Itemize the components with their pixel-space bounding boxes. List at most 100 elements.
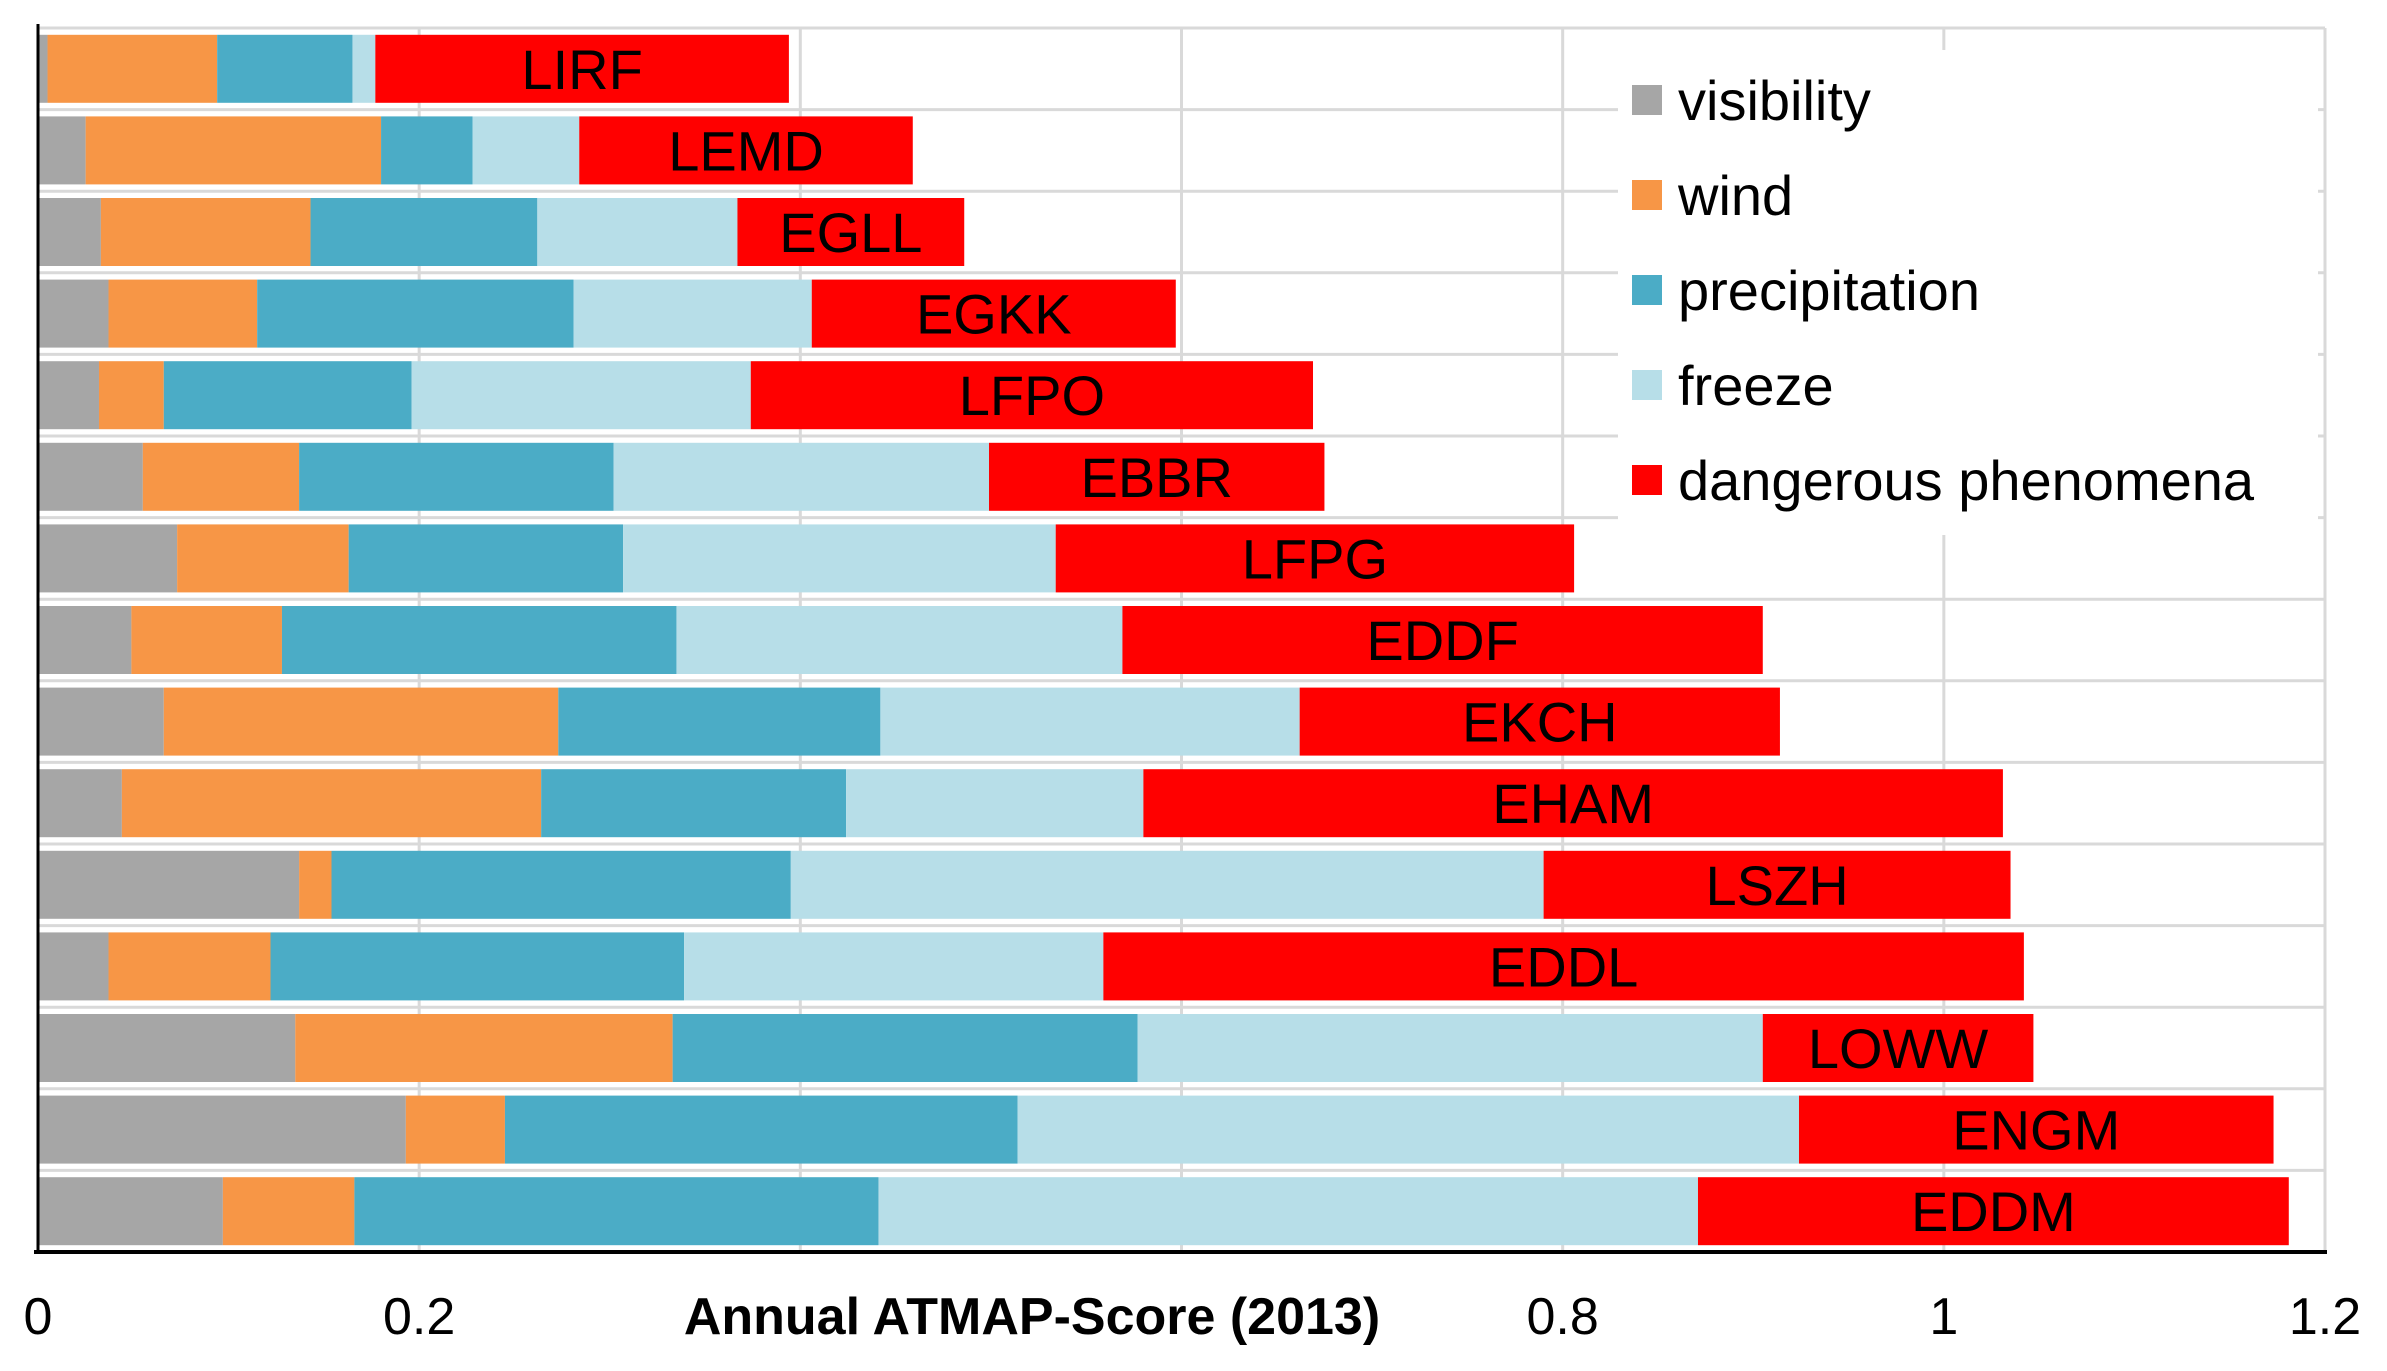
legend-label-freeze: freeze <box>1678 354 1834 417</box>
bar-segment-egkk-wind <box>108 279 258 348</box>
bar-label-ebbr: EBBR <box>1080 446 1233 509</box>
bar-segment-egll-freeze <box>537 198 738 266</box>
bar-segment-loww-visibility <box>38 1014 296 1082</box>
bar-segment-lfpo-visibility <box>38 361 99 430</box>
bar-segment-egll-wind <box>100 198 311 266</box>
bar-segment-lirf-wind <box>47 34 218 103</box>
bar-label-eddf: EDDF <box>1366 609 1518 672</box>
legend: visibility wind precipitation freeze dangero… <box>1618 50 2318 535</box>
bar-segment-egkk-freeze <box>573 279 812 348</box>
bar-segment-eddm-visibility <box>38 1177 223 1246</box>
bar-segment-lemd-dangerous-phenomena <box>579 116 913 185</box>
bar-segment-engm-precipitation <box>504 1095 1018 1164</box>
bar-segment-ekch-precipitation <box>558 687 881 756</box>
bar-label-ekch: EKCH <box>1462 691 1618 754</box>
bar-segment-eham-visibility <box>38 769 122 838</box>
x-tick-label: 0 <box>24 1288 53 1346</box>
legend-label-wind: wind <box>1677 164 1793 227</box>
bar-segment-egkk-visibility <box>38 279 109 348</box>
bar-segment-loww-wind <box>295 1014 673 1082</box>
bar-segment-egkk-dangerous-phenomena <box>811 279 1176 348</box>
bar-segment-ebbr-freeze <box>613 442 990 511</box>
bar-label-eddm: EDDM <box>1911 1180 2076 1243</box>
bar-segment-lirf-precipitation <box>217 34 353 103</box>
bar-segment-engm-wind <box>405 1095 505 1164</box>
x-tick-label: 1 <box>1929 1288 1958 1346</box>
legend-swatch-visibility <box>1632 85 1662 115</box>
bar-segment-eddl-precipitation <box>270 932 685 1001</box>
bar-label-lszh: LSZH <box>1705 854 1848 917</box>
bar-label-egll: EGLL <box>779 201 922 264</box>
bar-segment-egkk-precipitation <box>257 279 574 348</box>
legend-swatch-wind <box>1632 180 1662 210</box>
bar-segment-lemd-freeze <box>472 116 580 185</box>
bar-label-lfpo: LFPO <box>959 364 1105 427</box>
bar-segment-ebbr-visibility <box>38 442 143 511</box>
bar-segment-lemd-precipitation <box>381 116 473 185</box>
legend-swatch-dangerous-phenomena <box>1632 465 1662 495</box>
legend-swatch-freeze <box>1632 370 1662 400</box>
bar-segment-eham-dangerous-phenomena <box>1143 769 2003 838</box>
bar-label-eham: EHAM <box>1492 772 1654 835</box>
bar-segment-lirf-dangerous-phenomena <box>375 34 789 103</box>
bar-segment-lszh-freeze <box>790 850 1544 919</box>
bar-segment-eddf-freeze <box>676 606 1123 674</box>
bar-segment-lszh-visibility <box>38 850 300 919</box>
bar-segment-egll-precipitation <box>310 198 538 266</box>
x-tick-label: 0.2 <box>383 1288 455 1346</box>
bar-segment-ekch-visibility <box>38 687 164 756</box>
legend-label-visibility: visibility <box>1678 69 1871 132</box>
bar-segment-ebbr-wind <box>142 442 300 511</box>
bar-segment-ebbr-precipitation <box>299 442 614 511</box>
bar-segment-loww-precipitation <box>672 1014 1138 1082</box>
bar-segment-eddf-dangerous-phenomena <box>1122 606 1763 674</box>
bar-segment-lszh-wind <box>299 850 332 919</box>
bar-segments <box>38 34 2289 1246</box>
bar-segment-eddl-wind <box>108 932 271 1001</box>
bar-segment-engm-freeze <box>1017 1095 1799 1164</box>
bar-segment-eddm-dangerous-phenomena <box>1697 1177 2289 1246</box>
bar-segment-lfpo-wind <box>98 361 164 430</box>
bar-label-lemd: LEMD <box>668 119 824 182</box>
bar-segment-eddf-precipitation <box>281 606 677 674</box>
bar-segment-lemd-visibility <box>38 116 86 185</box>
bar-segment-eddf-wind <box>131 606 282 674</box>
bar-segment-lirf-visibility <box>38 34 48 103</box>
bar-segment-lfpg-wind <box>177 524 349 593</box>
bar-segment-ekch-dangerous-phenomena <box>1299 687 1780 756</box>
bar-segment-lfpo-precipitation <box>163 361 412 430</box>
x-axis: 0 0.2 0.8 1 1.2 <box>24 24 2361 1346</box>
legend-background <box>1618 50 2318 535</box>
bar-segment-eddl-dangerous-phenomena <box>1103 932 2024 1001</box>
bar-segment-eddm-precipitation <box>354 1177 879 1246</box>
bar-segment-egll-visibility <box>38 198 101 266</box>
bar-segment-ekch-wind <box>163 687 559 756</box>
bar-segment-lfpg-freeze <box>623 524 1056 593</box>
x-tick-label: 0.8 <box>1527 1288 1599 1346</box>
x-axis-title: Annual ATMAP-Score (2013) <box>684 1288 1380 1346</box>
bar-segment-eddm-wind <box>222 1177 355 1246</box>
bar-segment-eham-wind <box>121 769 542 838</box>
bar-label-eddl: EDDL <box>1489 935 1638 998</box>
bar-segment-engm-visibility <box>38 1095 406 1164</box>
bar-label-lirf: LIRF <box>521 38 642 101</box>
bar-segment-lemd-wind <box>85 116 382 185</box>
bar-label-engm: ENGM <box>1952 1099 2120 1162</box>
bar-segment-lfpg-visibility <box>38 524 178 593</box>
bar-label-egkk: EGKK <box>916 283 1072 346</box>
bar-segment-lfpg-dangerous-phenomena <box>1055 524 1575 593</box>
x-tick-label: 1.2 <box>2289 1288 2361 1346</box>
bar-segment-ekch-freeze <box>880 687 1300 756</box>
bar-label-loww: LOWW <box>1808 1017 1989 1080</box>
bar-segment-loww-dangerous-phenomena <box>1762 1014 2034 1082</box>
legend-label-precipitation: precipitation <box>1678 259 1980 322</box>
bar-segment-lfpg-precipitation <box>348 524 624 593</box>
bar-segment-eddm-freeze <box>878 1177 1698 1246</box>
bar-segment-eham-precipitation <box>541 769 847 838</box>
legend-swatch-precipitation <box>1632 275 1662 305</box>
bar-segment-lszh-precipitation <box>331 850 791 919</box>
bar-segment-eddl-freeze <box>684 932 1104 1001</box>
bar-segment-lfpo-freeze <box>411 361 751 430</box>
